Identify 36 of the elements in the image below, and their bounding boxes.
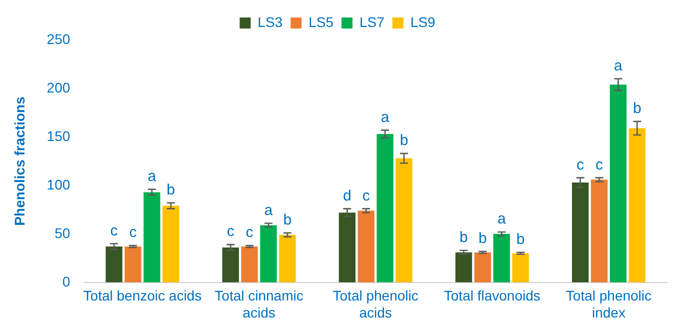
- data-label: b: [460, 229, 468, 246]
- data-label: d: [342, 187, 352, 204]
- data-label: c: [110, 222, 118, 240]
- legend-label: LS7: [360, 14, 385, 30]
- data-label: a: [148, 168, 157, 185]
- legend-label: LS3: [258, 14, 283, 30]
- y-tick-label: 100: [46, 176, 70, 192]
- data-label: a: [497, 210, 506, 228]
- x-tick-label: Total phenolic index: [566, 288, 652, 320]
- x-tick-label: Total benzoic acids: [83, 288, 202, 304]
- data-label: b: [166, 182, 176, 199]
- x-tick-label: Total cinnamic acids: [214, 288, 304, 320]
- data-label: b: [283, 212, 292, 229]
- legend-label: LS5: [308, 14, 334, 30]
- data-label: c: [129, 224, 138, 242]
- data-label: c: [226, 223, 235, 240]
- data-label: c: [595, 156, 604, 174]
- data-label: c: [362, 187, 370, 204]
- data-label: b: [632, 100, 642, 118]
- data-label: b: [478, 230, 487, 248]
- y-axis-title: Phenolics fractions: [11, 96, 28, 226]
- data-label: b: [400, 132, 408, 150]
- data-label: b: [516, 230, 525, 248]
- data-label: a: [380, 108, 390, 126]
- legend-label: LS9: [410, 14, 436, 30]
- y-tick-label: 150: [46, 128, 70, 144]
- x-tick-label: Total phenolic acids: [332, 288, 418, 320]
- data-label: c: [576, 156, 585, 174]
- y-tick-label: 0: [62, 273, 70, 290]
- y-tick-label: 200: [46, 79, 70, 96]
- y-tick-label: 50: [54, 224, 70, 241]
- y-tick-label: 250: [46, 30, 70, 47]
- data-label: c: [246, 224, 254, 242]
- x-tick-label: Total flavonoids: [444, 288, 540, 304]
- data-label: a: [264, 202, 274, 219]
- data-label: a: [614, 57, 624, 74]
